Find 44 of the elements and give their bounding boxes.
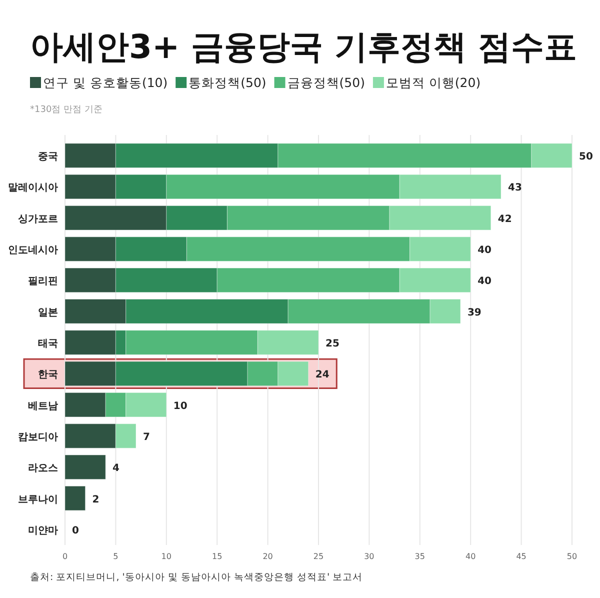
y-tick-label: 말레이시아 <box>8 182 58 194</box>
total-label: 39 <box>467 307 482 318</box>
chart-title: 아세안3+ 금융당국 기후정책 점수표 <box>30 27 578 66</box>
x-tick-label: 0 <box>62 552 68 561</box>
y-tick-label: 라오스 <box>28 463 58 474</box>
chart-subtitle: *130점 만점 기준 <box>30 105 102 115</box>
y-tick-label: 미얀마 <box>28 525 58 536</box>
total-label: 40 <box>478 245 492 256</box>
y-tick-label: 인도네시아 <box>8 245 58 256</box>
x-tick-label: 25 <box>313 552 324 561</box>
x-tick-label: 5 <box>113 552 118 561</box>
y-tick-label: 일본 <box>38 307 58 318</box>
x-tick-label: 40 <box>466 552 476 561</box>
total-label: 24 <box>315 370 330 381</box>
x-tick-label: 45 <box>516 552 526 561</box>
legend-label: 연구 및 옹호활동(10) <box>43 75 168 90</box>
y-tick-label: 베트남 <box>28 400 58 412</box>
total-label: 50 <box>579 152 593 163</box>
y-tick-label: 캄보디아 <box>18 432 58 443</box>
x-tick-label: 35 <box>414 552 425 561</box>
y-tick-label: 싱가포르 <box>18 214 58 225</box>
y-tick-label: 브루나이 <box>18 494 58 506</box>
source-note: 출처: 포지티브머니, '동아시아 및 동남아시아 녹색중앙은행 성적표' 보고서 <box>30 572 363 583</box>
legend-label: 통화정책(50) <box>188 75 266 90</box>
x-tick-label: 50 <box>566 552 578 561</box>
legend-label: 금융정책(50) <box>287 75 365 90</box>
legend-label: 모범적 이행(20) <box>386 75 481 90</box>
y-tick-label: 태국 <box>38 338 58 350</box>
x-tick-label: 15 <box>212 552 222 561</box>
total-label: 25 <box>326 338 340 350</box>
x-tick-label: 10 <box>161 552 172 561</box>
total-label: 7 <box>142 432 150 443</box>
total-label: 4 <box>112 463 120 474</box>
y-tick-label: 한국 <box>38 370 58 381</box>
total-label: 10 <box>173 400 188 412</box>
total-label: 0 <box>72 525 79 536</box>
x-tick-label: 30 <box>364 552 374 561</box>
x-tick-label: 20 <box>262 552 273 561</box>
y-tick-label: 중국 <box>38 152 58 163</box>
total-label: 2 <box>92 494 100 506</box>
total-label: 42 <box>498 214 512 225</box>
total-label: 43 <box>508 182 522 194</box>
y-tick-label: 필리핀 <box>28 276 58 288</box>
total-label: 40 <box>478 276 492 288</box>
